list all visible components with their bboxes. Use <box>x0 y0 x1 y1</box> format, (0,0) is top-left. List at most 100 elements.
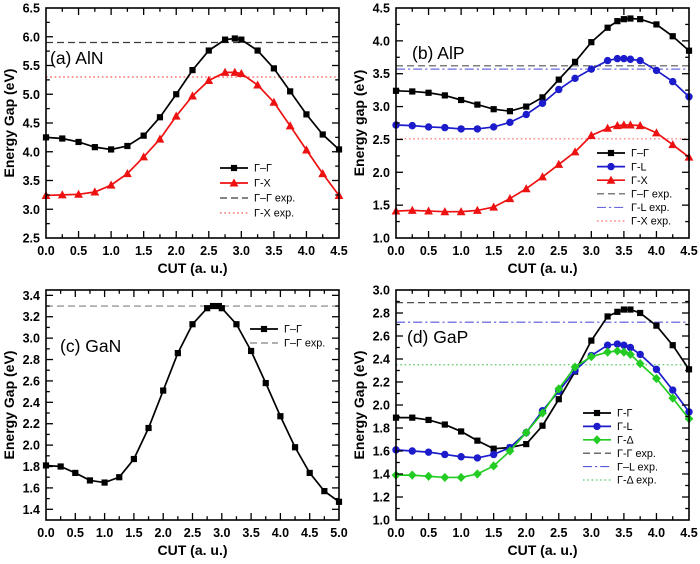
legend-label: Γ–Γ exp. <box>254 193 295 205</box>
data-point-marker <box>287 88 294 95</box>
data-point-marker <box>669 386 677 394</box>
series-0 <box>392 306 693 452</box>
x-tick-label: 4.0 <box>298 244 315 258</box>
exp-reference-lines <box>46 41 339 78</box>
data-point-marker <box>108 146 115 153</box>
x-tick-label: 0.0 <box>387 526 404 540</box>
y-tick-label: 3.5 <box>23 174 40 188</box>
x-tick-label: 3.5 <box>615 526 632 540</box>
data-point-marker <box>145 424 152 432</box>
y-tick-label: 3.0 <box>373 284 390 298</box>
data-point-marker <box>473 125 482 133</box>
data-point-marker <box>188 91 197 100</box>
data-point-marker <box>669 342 676 349</box>
data-point-marker <box>635 121 645 130</box>
data-point-marker <box>173 91 180 98</box>
data-point-marker <box>555 396 562 403</box>
data-point-marker <box>603 56 612 65</box>
y-tick-label: 2.6 <box>23 374 40 388</box>
legend-label: Γ-X exp. <box>631 216 671 228</box>
data-point-marker <box>472 469 482 479</box>
data-point-marker <box>522 110 530 119</box>
data-point-marker <box>424 471 433 481</box>
panel-c-chart: 0.0 0.5 1.0 1.5 2.0 2.5 3.0 3.5 4.0 4.5 5.0 1.4 1.6 1… <box>1 289 348 558</box>
panel-label: (b) AlP <box>412 43 465 63</box>
data-point-marker <box>440 472 450 483</box>
legend: Γ-ΓΓ-L Γ-ΔΓ-Γ exp.Γ–L exp. Γ-Δ exp. <box>583 408 658 487</box>
data-point-marker <box>140 132 147 139</box>
data-point-marker <box>74 189 83 198</box>
data-point-marker <box>409 88 416 95</box>
x-tick-label: 0.5 <box>420 244 437 258</box>
data-point-marker <box>174 350 181 357</box>
legend-marker <box>230 164 238 172</box>
data-point-marker <box>474 101 481 108</box>
data-point-marker <box>619 120 629 129</box>
data-point-marker <box>613 340 622 348</box>
axis-ticks <box>396 8 689 238</box>
data-point-marker <box>321 488 328 495</box>
data-point-marker <box>408 447 416 455</box>
data-point-marker <box>523 103 530 110</box>
x-tick-label: 0.5 <box>67 526 84 540</box>
data-point-marker <box>653 322 660 329</box>
x-tick-label: 5.0 <box>330 526 347 540</box>
data-point-marker <box>238 36 245 43</box>
legend-label: Γ–Γ <box>284 324 302 336</box>
data-point-marker <box>270 65 277 72</box>
data-point-marker <box>620 16 627 23</box>
data-point-marker <box>456 207 466 216</box>
x-tick-label: 0.5 <box>70 244 87 258</box>
y-tick-label: 2.2 <box>373 376 390 390</box>
data-point-marker <box>409 414 416 421</box>
data-point-marker <box>425 416 432 424</box>
y-tick-label: 2.5 <box>373 133 390 147</box>
legend-label: Γ-X exp. <box>254 208 294 220</box>
legend-label: Γ–Γ <box>631 148 649 160</box>
legend-label: Γ-L exp. <box>631 202 670 214</box>
data-point-marker <box>59 135 66 142</box>
data-point-marker <box>587 65 596 73</box>
data-point-marker <box>538 408 547 418</box>
series-0 <box>42 35 343 153</box>
data-point-marker <box>458 428 465 435</box>
legend-label: Γ-Δ exp. <box>617 475 657 487</box>
panel-label: (d) GaP <box>407 327 468 347</box>
data-point-marker <box>440 207 450 216</box>
x-tick-label: 1.0 <box>96 526 113 540</box>
data-point-marker <box>604 313 611 320</box>
x-tick-label: 3.5 <box>265 244 282 258</box>
series-0 <box>392 15 693 115</box>
x-tick-label: 4.5 <box>330 244 347 258</box>
data-point-marker <box>604 24 611 31</box>
data-point-marker <box>668 140 678 149</box>
legend-marker <box>592 435 602 445</box>
data-point-marker <box>571 58 579 65</box>
data-point-marker <box>441 92 448 99</box>
data-point-marker <box>189 67 196 74</box>
y-tick-label: 1.0 <box>373 232 390 246</box>
data-point-marker <box>472 205 482 214</box>
data-point-marker <box>669 33 676 40</box>
data-point-marker <box>302 145 311 154</box>
data-point-marker <box>489 123 498 131</box>
data-point-marker <box>614 18 621 25</box>
data-point-marker <box>555 76 562 83</box>
legend-label: Γ–L exp. <box>617 461 658 473</box>
x-axis-title: CUT (a. u.) <box>158 542 228 558</box>
y-tick-label: 3.5 <box>373 67 390 81</box>
data-point-marker <box>538 99 547 107</box>
data-point-marker <box>171 111 181 120</box>
panel-a-chart: 0.0 0.5 1.0 1.5 2.0 2.5 3.0 3.5 4.0 4.5 2.5 3.0 3.5 4… <box>1 2 348 277</box>
y-tick-label: 2.6 <box>373 330 390 344</box>
y-tick-label: 2.4 <box>373 353 390 367</box>
y-tick-label: 2.4 <box>23 396 40 410</box>
x-tick-label: 2.0 <box>518 526 535 540</box>
x-tick-label: 4.5 <box>301 526 318 540</box>
data-point-marker <box>636 56 644 65</box>
legend-label: Γ–Γ <box>254 163 272 175</box>
y-tick-label: 1.8 <box>373 422 390 436</box>
exp-reference-lines <box>396 302 689 366</box>
data-point-marker <box>505 446 515 456</box>
data-point-marker <box>489 202 499 211</box>
